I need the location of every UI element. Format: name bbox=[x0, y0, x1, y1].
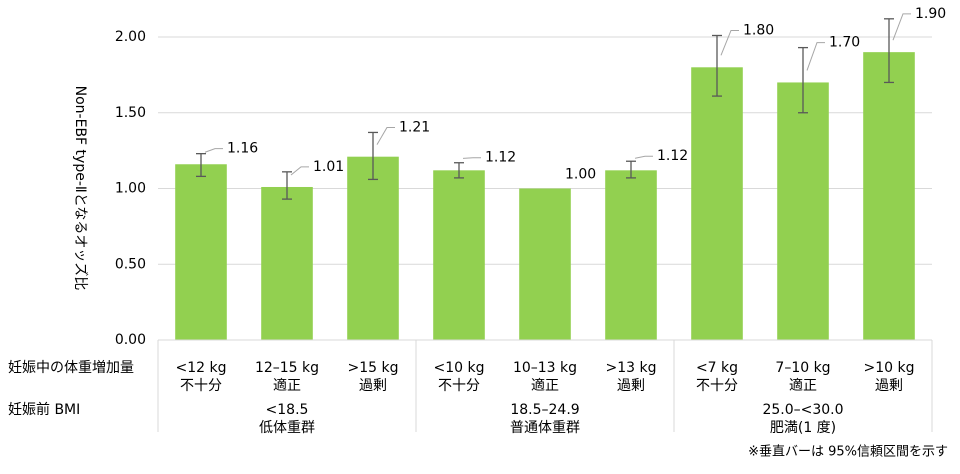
value-label: 1.12 bbox=[485, 150, 516, 166]
x-tick-label: 7–10 kg bbox=[775, 360, 830, 376]
group-label: 18.5–24.9 bbox=[510, 402, 579, 418]
x-tick-label: >15 kg bbox=[348, 360, 399, 376]
error-bar bbox=[884, 18, 894, 84]
bar bbox=[691, 67, 743, 341]
value-label: 1.00 bbox=[565, 167, 596, 183]
x-tick-label: 過剰 bbox=[875, 378, 903, 394]
leader-line bbox=[290, 166, 309, 176]
value-label: 1.01 bbox=[313, 159, 344, 175]
leader-line bbox=[204, 148, 223, 153]
x-tick-label: >10 kg bbox=[864, 360, 915, 376]
value-label: 1.70 bbox=[829, 35, 860, 51]
y-tick-label: 0.00 bbox=[115, 332, 146, 348]
x-tick-label: 不十分 bbox=[438, 378, 480, 394]
y-axis-label: Non-EBF type-Ⅱとなるオッズ比 bbox=[72, 86, 88, 291]
leader-line bbox=[462, 157, 481, 159]
error-bar bbox=[712, 34, 722, 97]
value-label: 1.90 bbox=[915, 6, 946, 22]
leader-line bbox=[634, 155, 653, 159]
x-tick-label: >13 kg bbox=[606, 360, 657, 376]
row-header: 妊娠前 BMI bbox=[8, 401, 80, 418]
x-tick-label: 適正 bbox=[531, 377, 559, 394]
x-tick-label: <10 kg bbox=[434, 360, 485, 376]
y-tick-label: 2.00 bbox=[115, 29, 146, 45]
error-bar bbox=[454, 162, 464, 179]
y-tick-label: 1.50 bbox=[115, 105, 146, 121]
group-label: 肥満(1 度) bbox=[770, 420, 836, 436]
note: ※垂直バーは 95%信頼区間を示す bbox=[748, 445, 948, 460]
value-label: 1.12 bbox=[657, 148, 688, 164]
group-label: <18.5 bbox=[266, 402, 309, 418]
x-tick-label: <12 kg bbox=[176, 360, 227, 376]
error-bar bbox=[282, 171, 292, 200]
x-tick-label: 適正 bbox=[273, 377, 301, 394]
group-label: 25.0–<30.0 bbox=[762, 402, 843, 418]
value-label: 1.80 bbox=[743, 22, 774, 38]
bar bbox=[863, 52, 915, 341]
leader-line bbox=[376, 126, 395, 145]
x-tick-label: 過剰 bbox=[617, 378, 645, 394]
bar bbox=[261, 186, 313, 340]
value-label: 1.21 bbox=[399, 119, 430, 135]
x-tick-label: 10–13 kg bbox=[513, 360, 577, 376]
x-tick-label: 不十分 bbox=[696, 378, 738, 394]
leader-line bbox=[720, 29, 739, 56]
group-label: 普通体重群 bbox=[510, 420, 580, 436]
error-bar bbox=[368, 131, 378, 181]
bar bbox=[777, 82, 829, 340]
x-tick-label: 適正 bbox=[789, 377, 817, 394]
x-tick-label: 不十分 bbox=[180, 378, 222, 394]
bar bbox=[605, 170, 657, 340]
x-tick-label: 12–15 kg bbox=[255, 360, 319, 376]
bar bbox=[433, 170, 485, 340]
error-bar bbox=[626, 160, 636, 179]
leader-line bbox=[892, 13, 911, 41]
row-header: 妊娠中の体重増加量 bbox=[8, 360, 134, 376]
bar bbox=[175, 164, 227, 340]
error-bar bbox=[798, 46, 808, 114]
x-tick-label: 過剰 bbox=[359, 378, 387, 394]
error-bar bbox=[196, 153, 206, 178]
group-label: 低体重群 bbox=[259, 420, 315, 436]
y-tick-label: 1.00 bbox=[115, 181, 146, 197]
bar bbox=[347, 156, 399, 340]
value-label: 1.16 bbox=[227, 141, 258, 157]
y-tick-label: 0.50 bbox=[115, 256, 146, 272]
x-tick-label: <7 kg bbox=[696, 360, 738, 376]
leader-line bbox=[806, 42, 825, 71]
bar bbox=[519, 188, 571, 340]
